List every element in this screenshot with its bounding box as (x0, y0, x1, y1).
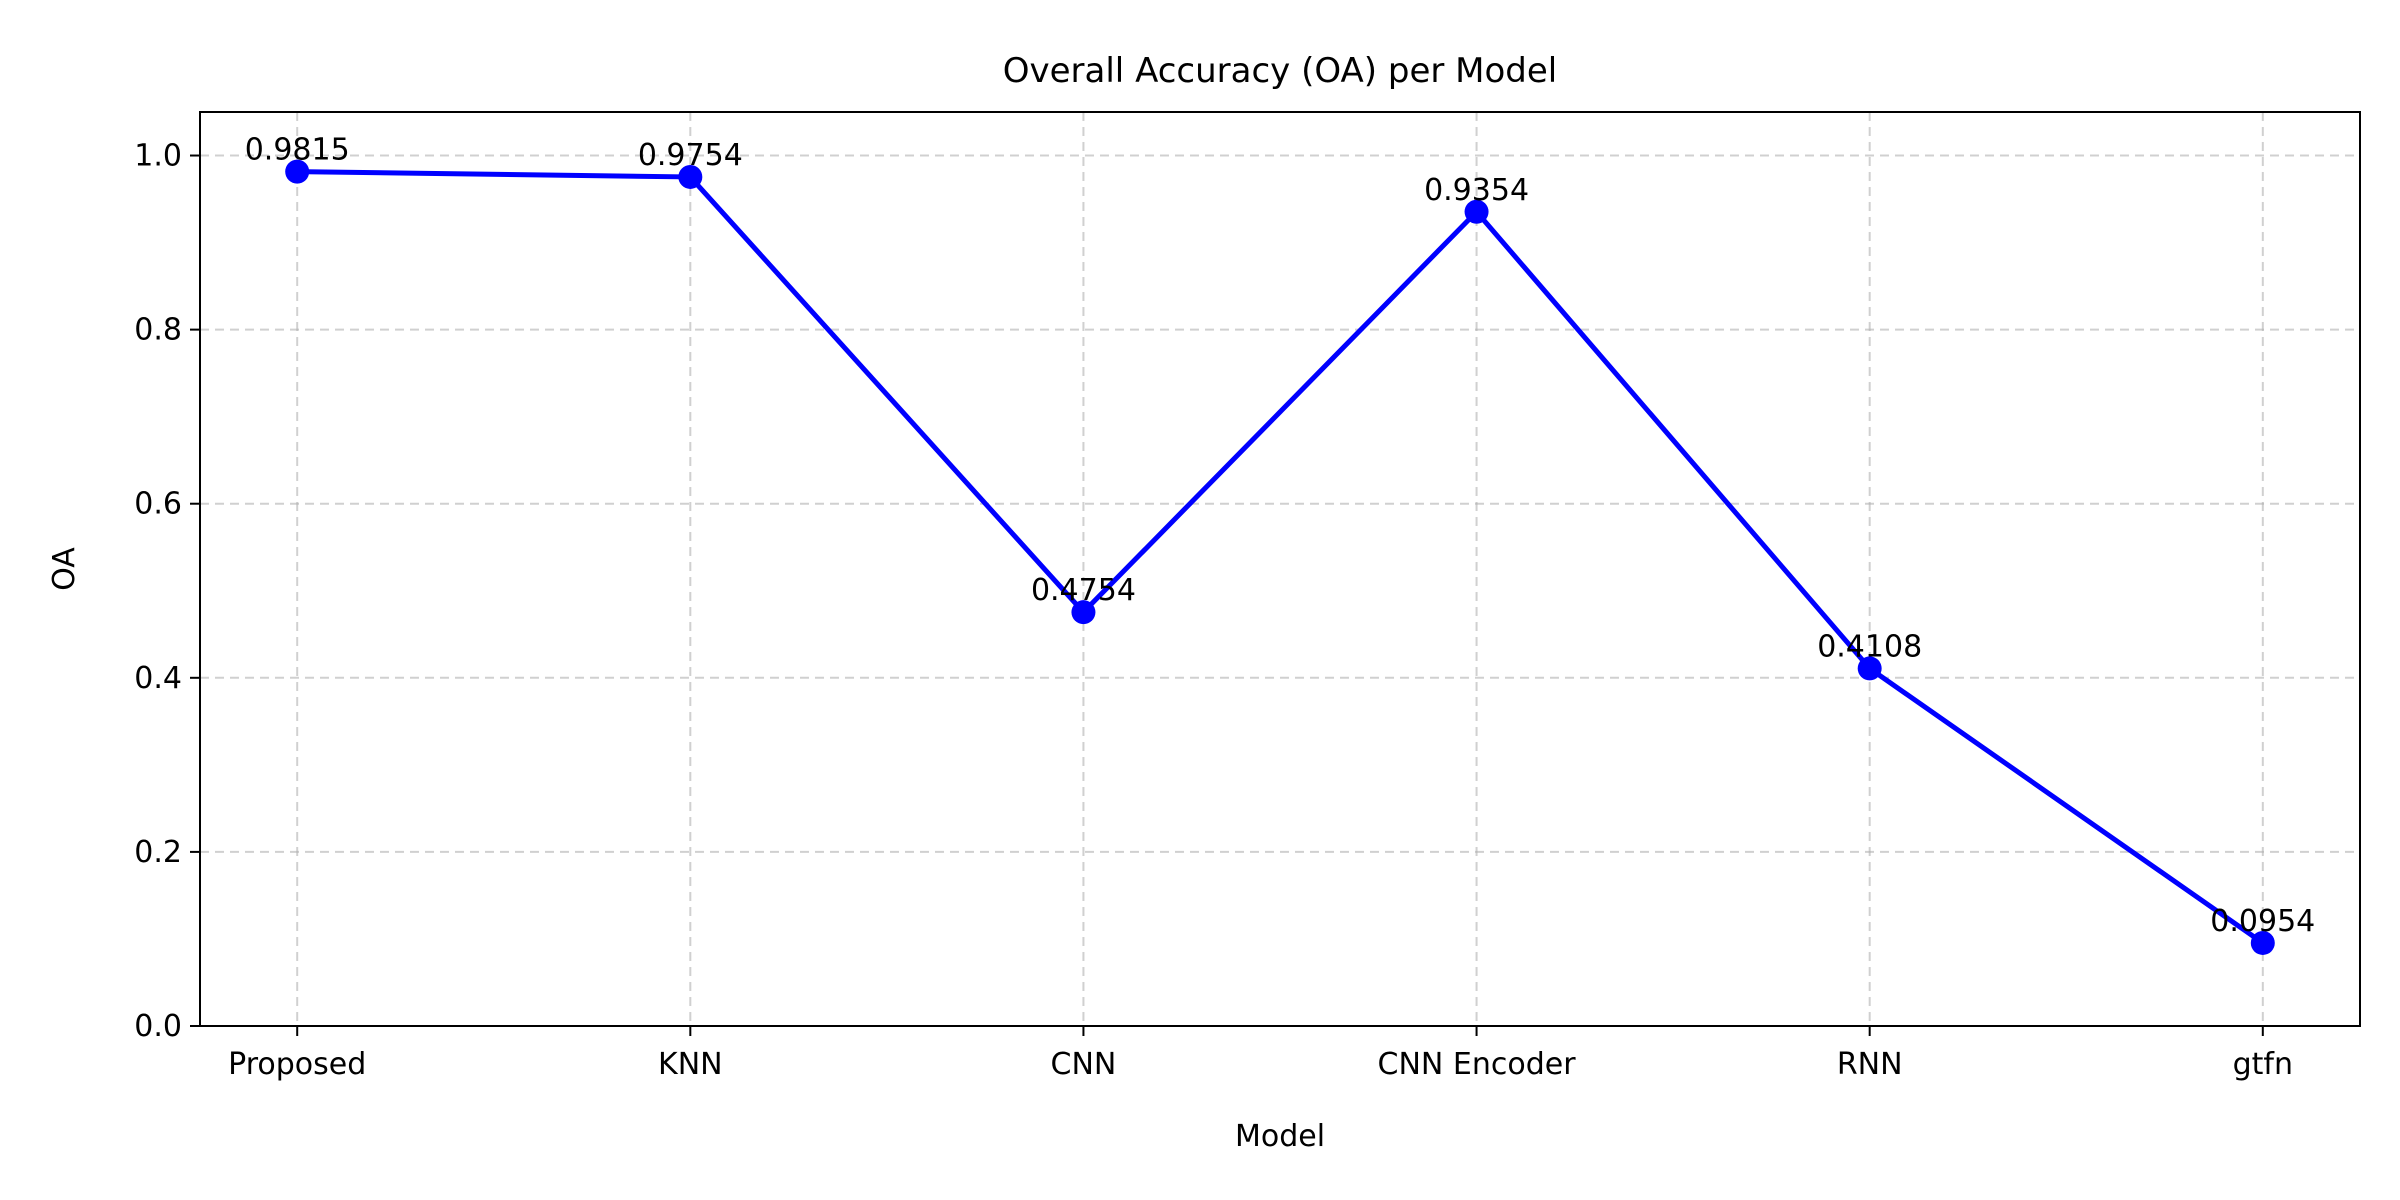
data-point (1857, 656, 1882, 681)
x-axis-ticks: Proposed KNN CNN CNN Encoder RNN gtfn (228, 1026, 2293, 1082)
y-tick-label: 0.2 (134, 835, 182, 870)
data-point (678, 164, 703, 189)
plot-area-frame (199, 111, 2361, 1027)
x-axis-label: Model (1235, 1119, 1325, 1154)
data-point (2250, 930, 2275, 955)
data-point (285, 159, 310, 184)
y-tick-label: 0.6 (134, 487, 182, 522)
data-label: 0.4108 (1817, 629, 1922, 664)
grid-lines (200, 112, 2360, 1027)
y-tick-label: 0.0 (134, 1009, 182, 1044)
series-line (294, 169, 2266, 946)
x-tick-label: CNN Encoder (1378, 1047, 1577, 1082)
data-point (1071, 600, 1096, 625)
x-tick-label: RNN (1837, 1047, 1903, 1082)
y-tick-label: 0.8 (134, 313, 182, 348)
y-tick-label: 1.0 (134, 139, 182, 174)
data-label: 0.9354 (1424, 173, 1529, 208)
data-labels: 0.9815 0.9754 0.4754 0.9354 0.4108 0.0954 (245, 133, 2316, 939)
chart-title: Overall Accuracy (OA) per Model (1003, 51, 1557, 91)
x-tick-label: CNN (1051, 1047, 1117, 1082)
x-tick-label: gtfn (2233, 1047, 2293, 1082)
y-tick-label: 0.4 (134, 661, 182, 696)
x-tick-label: KNN (658, 1047, 723, 1082)
data-point (1464, 199, 1489, 224)
data-label: 0.0954 (2210, 904, 2315, 939)
data-series (285, 159, 2275, 955)
y-axis-label: OA (47, 547, 82, 591)
data-label: 0.9815 (245, 133, 350, 168)
data-label: 0.9754 (638, 138, 743, 173)
x-tick-label: Proposed (228, 1047, 366, 1082)
data-label: 0.4754 (1031, 573, 1136, 608)
y-axis-ticks: 0.0 0.2 0.4 0.6 0.8 1.0 (134, 139, 200, 1044)
